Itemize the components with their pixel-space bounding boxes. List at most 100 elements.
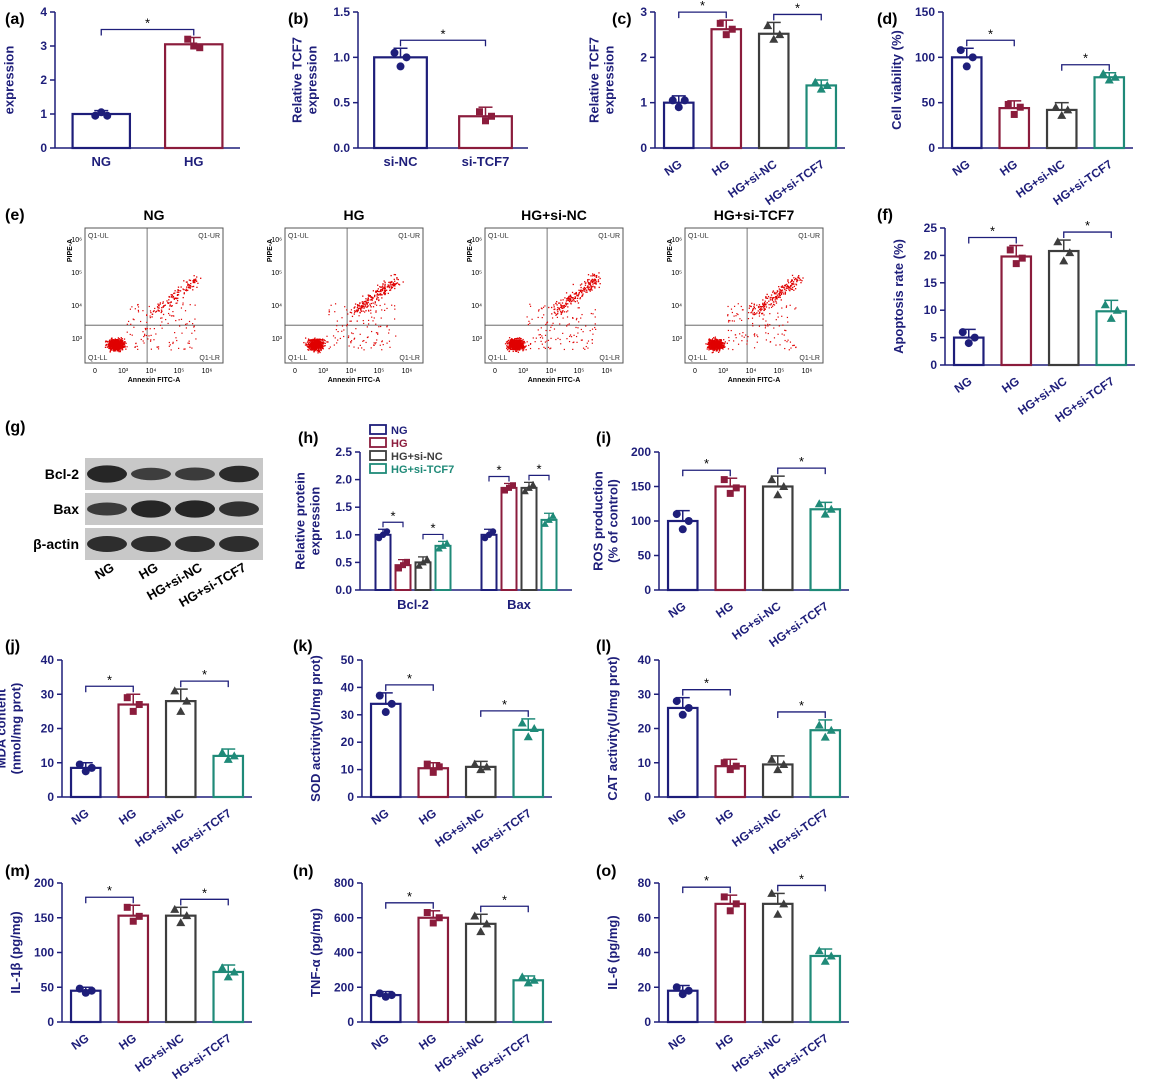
event-dot (363, 322, 365, 324)
event-dot (587, 340, 590, 342)
event-dot (778, 285, 780, 288)
y-tick-label: 10⁶ (471, 237, 482, 244)
event-dot (733, 320, 735, 322)
event-dot (562, 310, 564, 312)
x-tick-label: si-NC (384, 154, 419, 169)
event-dot (770, 294, 773, 296)
blot-band (131, 536, 171, 552)
data-point (773, 490, 783, 499)
y-axis-title: Relative proteinexpression (293, 472, 323, 570)
event-dot (157, 303, 159, 305)
event-dot (579, 284, 582, 286)
event-dot (521, 348, 524, 350)
event-dot (333, 344, 335, 346)
event-dot (550, 326, 552, 328)
data-point (381, 708, 390, 717)
event-dot (745, 334, 747, 336)
event-dot (372, 297, 374, 299)
event-dot (367, 336, 369, 338)
event-dot (534, 341, 536, 343)
bar (164, 699, 197, 799)
event-dot (182, 304, 184, 306)
event-dot (710, 346, 712, 349)
significance-star: * (704, 456, 709, 471)
event-dot (180, 318, 183, 320)
event-dot (576, 294, 578, 296)
event-dot (188, 340, 190, 342)
quadrant-label: Q1-LL (288, 355, 308, 362)
event-dot (379, 286, 381, 288)
event-dot (306, 345, 308, 347)
x-tick-label: HG (997, 157, 1020, 179)
bar (480, 533, 498, 591)
event-dot (144, 333, 146, 335)
data-point (1065, 248, 1075, 257)
y-tick-label: 150 (915, 5, 935, 19)
x-tick-label: HG (184, 154, 204, 169)
event-dot (761, 305, 763, 308)
y-tick-label: 40 (41, 653, 55, 667)
event-dot (383, 286, 385, 289)
event-dot (762, 303, 764, 305)
x-tick-label: NG (666, 599, 689, 621)
event-dot (384, 309, 386, 311)
event-dot (189, 279, 192, 282)
event-dot (309, 348, 311, 350)
event-dot (799, 279, 801, 281)
event-dot (569, 335, 571, 337)
event-dot (381, 341, 383, 343)
event-dot (381, 289, 383, 292)
data-point (779, 759, 789, 768)
event-dot (194, 281, 196, 284)
event-dot (321, 346, 323, 348)
event-dot (307, 341, 309, 344)
event-dot (132, 318, 134, 320)
data-point (91, 111, 100, 120)
event-dot (724, 346, 726, 348)
event-dot (589, 288, 591, 291)
event-dot (122, 342, 124, 344)
data-point (541, 520, 549, 527)
event-dot (384, 283, 386, 285)
event-dot (589, 329, 591, 332)
y-tick-label: 100 (915, 50, 935, 64)
data-point (767, 888, 777, 897)
event-dot (113, 339, 115, 341)
event-dot (768, 307, 770, 309)
event-dot (344, 306, 346, 308)
event-dot (776, 294, 779, 296)
data-point (387, 991, 396, 1000)
event-dot (782, 291, 784, 293)
x-tick-label: Bcl-2 (397, 597, 429, 612)
significance-star: * (1085, 218, 1090, 233)
event-dot (599, 277, 601, 280)
y-tick-label: 100 (631, 514, 651, 528)
event-dot (182, 288, 184, 290)
event-dot (594, 283, 597, 285)
event-dot (120, 341, 123, 344)
event-dot (546, 340, 548, 342)
event-dot (510, 346, 512, 348)
significance-star: * (700, 0, 705, 13)
event-dot (114, 339, 116, 342)
event-dot (317, 349, 319, 352)
event-dot (711, 347, 713, 349)
event-dot (388, 332, 390, 334)
event-dot (389, 346, 391, 348)
data-point (684, 703, 693, 712)
event-dot (798, 277, 801, 279)
data-point (476, 765, 486, 774)
event-dot (517, 339, 519, 341)
data-point (390, 48, 399, 57)
event-dot (778, 288, 781, 290)
event-dot (584, 287, 586, 290)
event-dot (520, 339, 522, 341)
event-dot (402, 281, 404, 283)
event-dot (516, 341, 519, 343)
event-dot (712, 345, 714, 347)
data-point (529, 724, 539, 732)
bar (512, 979, 545, 1024)
event-dot (173, 292, 175, 295)
event-dot (519, 340, 522, 342)
